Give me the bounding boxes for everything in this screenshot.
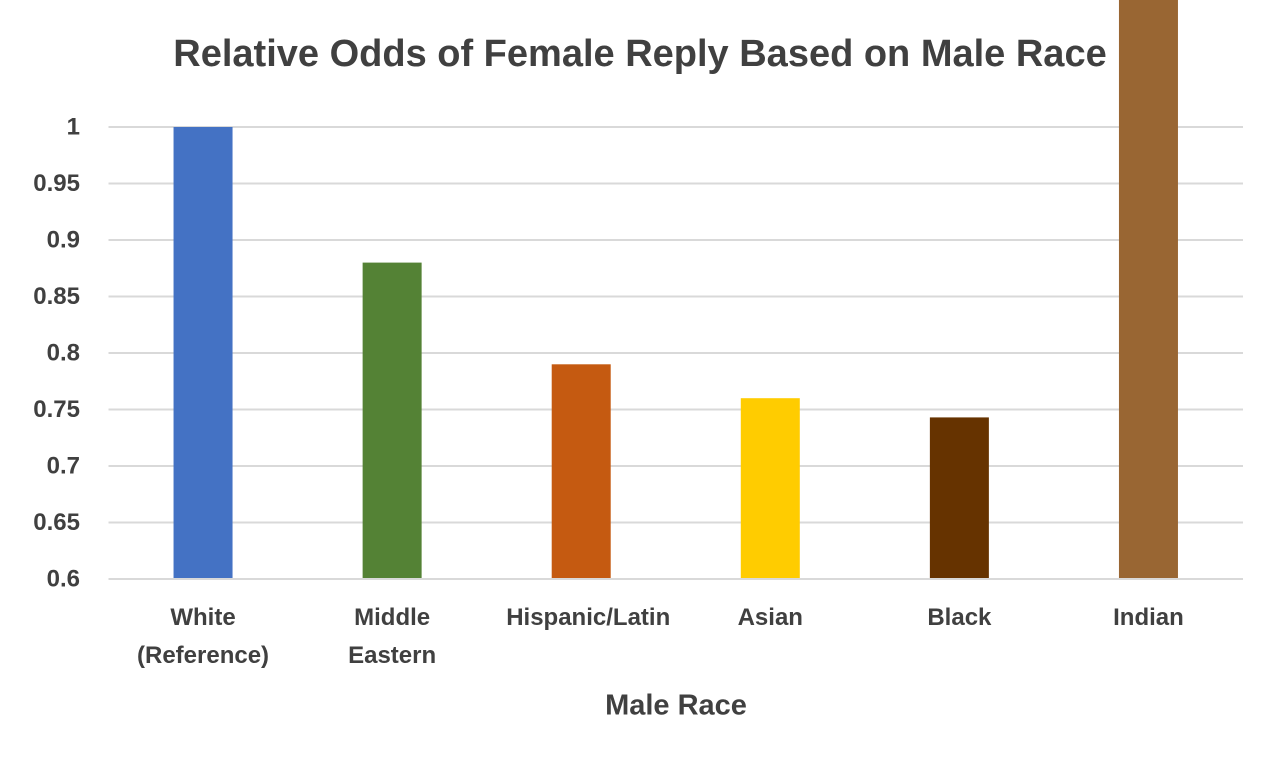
bar [173, 127, 233, 579]
bar [740, 398, 800, 579]
x-tick-label: Hispanic/Latin [506, 604, 671, 631]
x-axis-title: Male Race [605, 690, 747, 722]
x-tick-label: Indian [1113, 604, 1184, 631]
bar [929, 417, 989, 579]
y-tick-label: 0.6 [47, 565, 80, 592]
bar [362, 262, 422, 579]
y-tick-label: 0.8 [47, 339, 80, 366]
x-tick-label: White (Reference) [137, 604, 270, 669]
bar [551, 364, 611, 579]
x-tick-label: Middle Eastern [348, 604, 437, 669]
y-tick-label: 1 [67, 113, 80, 140]
y-tick-label: 0.75 [33, 396, 80, 423]
x-tick-label: Asian [737, 604, 803, 631]
bar [1118, 0, 1178, 579]
chart-title: Relative Odds of Female Reply Based on M… [173, 33, 1106, 75]
y-tick-label: 0.95 [33, 170, 80, 197]
x-tick-label: Black [927, 604, 992, 631]
y-tick-label: 0.9 [47, 226, 80, 253]
y-tick-label: 0.65 [33, 509, 80, 536]
y-tick-label: 0.7 [47, 452, 80, 479]
y-tick-label: 0.85 [33, 283, 80, 310]
